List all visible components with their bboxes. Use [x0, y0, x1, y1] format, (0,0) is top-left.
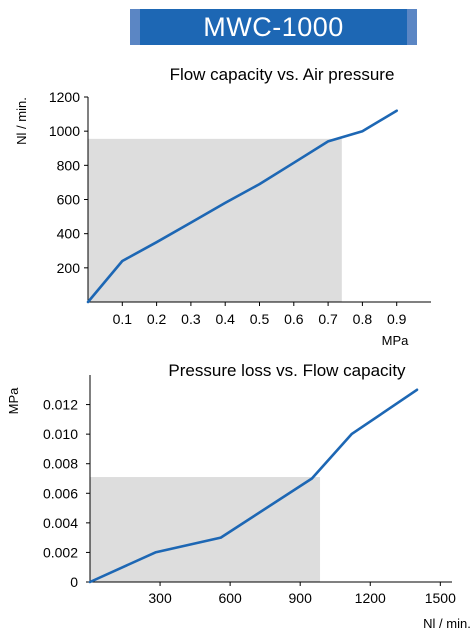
y-tick-label: 400 — [57, 226, 81, 242]
x-tick-label: 0.1 — [113, 311, 133, 327]
x-tick-label: 0.5 — [250, 311, 270, 327]
y-tick-label: 1000 — [49, 123, 80, 139]
y-tick-label: 0.002 — [43, 544, 78, 560]
x-axis-label: MPa — [382, 333, 410, 348]
title-banner: MWC-1000 — [130, 9, 417, 45]
chart-1: 200 400 600 800 1000 1200 0.1 0.2 0.3 0.4 0.5 0.6 0.… — [14, 65, 431, 348]
x-tick-label: 0.3 — [181, 311, 201, 327]
chart-2: 0 0.002 0.004 0.006 0.008 0.010 0.012 300 600 900… — [6, 361, 470, 631]
y-tick-label: 1200 — [49, 89, 80, 105]
x-tick-label: 1500 — [425, 590, 456, 606]
y-tick-label: 800 — [57, 157, 81, 173]
banner-right-accent — [407, 9, 417, 45]
chart-title: Flow capacity vs. Air pressure — [170, 65, 395, 84]
banner-left-accent — [130, 9, 140, 45]
chart-title: Pressure loss vs. Flow capacity — [168, 361, 406, 380]
page-title: MWC-1000 — [140, 9, 407, 45]
y-tick-label: 0.008 — [43, 456, 78, 472]
y-tick-label: 0.010 — [43, 426, 78, 442]
y-tick-label: 0 — [70, 574, 78, 590]
y-tick-label: 0.006 — [43, 485, 78, 501]
series-line — [86, 109, 399, 304]
shaded-region — [88, 138, 342, 302]
y-tick-label: 200 — [57, 260, 81, 276]
series-line — [88, 388, 419, 584]
x-tick-label: 0.2 — [147, 311, 167, 327]
x-tick-label: 900 — [289, 590, 313, 606]
x-axis-label: Nl / min. — [423, 616, 470, 631]
x-tick-label: 0.6 — [284, 311, 304, 327]
y-tick-label: 600 — [57, 192, 81, 208]
y-tick-label: 0.012 — [43, 397, 78, 413]
x-tick-label: 0.8 — [353, 311, 373, 327]
x-tick-label: 600 — [218, 590, 242, 606]
x-tick-label: 0.4 — [215, 311, 235, 327]
y-axis-label: MPa — [6, 387, 21, 415]
x-tick-label: 1200 — [355, 590, 386, 606]
x-tick-label: 0.7 — [318, 311, 338, 327]
y-tick-label: 0.004 — [43, 515, 78, 531]
x-tick-label: 0.9 — [387, 311, 407, 327]
y-axis-label: Nl / min. — [14, 97, 29, 145]
x-tick-label: 300 — [148, 590, 172, 606]
